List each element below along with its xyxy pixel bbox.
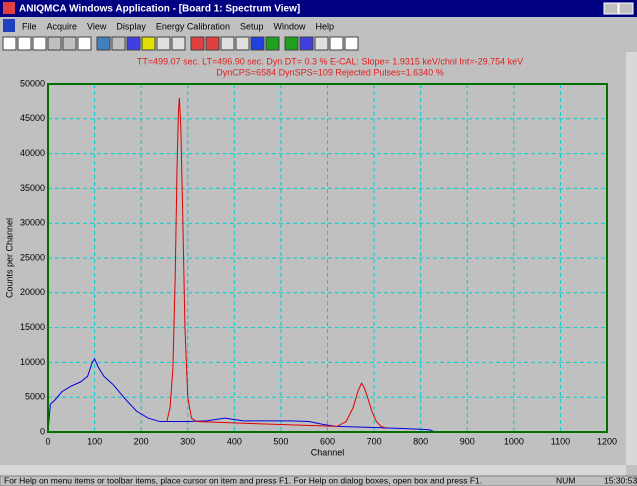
x-tick-label: 600 [320,436,335,446]
status-help: For Help on menu items or toolbar items,… [4,475,482,485]
minimize-button[interactable] [603,2,619,15]
toolbar-button[interactable] [17,36,32,51]
x-tick-label: 1200 [597,436,617,446]
y-tick-label: 20000 [20,287,45,297]
plot-frame [47,83,608,433]
doc-icon [3,19,15,32]
toolbar-button[interactable] [126,36,141,51]
toolbar-button[interactable] [141,36,156,51]
toolbar-button[interactable] [77,36,92,51]
y-tick-label: 35000 [20,183,45,193]
toolbar-button[interactable] [171,36,186,51]
toolbar-button[interactable] [156,36,171,51]
menu-item[interactable]: Window [273,21,306,31]
vertical-scrollbar[interactable] [626,52,637,465]
toolbar-button[interactable] [32,36,47,51]
toolbar-button[interactable] [329,36,344,51]
toolbar-button[interactable] [235,36,250,51]
window-title: ANIQMCA Windows Application - [Board 1: … [19,4,300,15]
toolbar-button[interactable] [299,36,314,51]
menu-item[interactable]: View [87,21,107,31]
toolbar [2,36,359,51]
toolbar-button[interactable] [190,36,205,51]
chart: TT=499.07 sec. LT=496.90 sec. Dyn DT= 0.… [4,56,617,457]
toolbar-button[interactable] [205,36,220,51]
toolbar-button[interactable] [265,36,280,51]
x-tick-label: 100 [87,436,102,446]
toolbar-button[interactable] [250,36,265,51]
x-axis-label: Channel [311,447,345,457]
toolbar-button[interactable] [62,36,77,51]
toolbar-button[interactable] [96,36,111,51]
x-tick-label: 0 [45,436,50,446]
info-line: TT=499.07 sec. LT=496.90 sec. Dyn DT= 0.… [137,56,523,66]
x-tick-label: 500 [273,436,288,446]
toolbar-button[interactable] [2,36,17,51]
x-tick-label: 1100 [551,436,570,446]
menu-item[interactable]: Display [116,21,146,31]
y-tick-label: 40000 [20,148,45,158]
x-tick-label: 900 [460,436,475,446]
x-tick-label: 1000 [504,436,524,446]
x-tick-label: 800 [413,436,428,446]
x-tick-label: 200 [134,436,149,446]
x-tick-label: 400 [227,436,242,446]
menu-bar [0,17,637,35]
status-bar [0,475,637,486]
y-tick-label: 15000 [20,322,45,332]
toolbar-button[interactable] [47,36,62,51]
y-tick-label: 50000 [20,78,45,88]
y-tick-label: 5000 [25,392,45,402]
menu-item[interactable]: File [22,21,37,31]
toolbar-button[interactable] [344,36,359,51]
app-icon [3,2,15,14]
toolbar-button[interactable] [111,36,126,51]
menu-item[interactable]: Help [316,21,335,31]
y-axis-label: Counts per Channel [4,218,14,298]
info-line: DynCPS=6584 DynSPS=109 Rejected Pulses=1… [216,67,443,77]
status-time: 15:30:53 [604,475,637,485]
window-buttons [603,2,634,15]
y-tick-label: 25000 [20,252,45,262]
y-tick-label: 45000 [20,113,45,123]
x-tick-label: 700 [367,436,382,446]
maximize-button[interactable] [618,2,634,15]
y-tick-label: 30000 [20,218,45,228]
title-bar [0,0,637,17]
menu-item[interactable]: Setup [240,21,264,31]
toolbar-button[interactable] [220,36,235,51]
menu-items: File Acquire View Display Energy Calibration… [22,21,334,31]
y-tick-label: 0 [40,426,45,436]
y-tick-label: 10000 [20,357,45,367]
horizontal-scrollbar[interactable] [0,465,626,476]
menu-item[interactable]: Acquire [47,21,78,31]
menu-item[interactable]: Energy Calibration [156,21,230,31]
spectrum-line [166,97,386,429]
status-num: NUM [556,475,575,485]
toolbar-button[interactable] [284,36,299,51]
x-tick-label: 300 [180,436,195,446]
toolbar-button[interactable] [314,36,329,51]
